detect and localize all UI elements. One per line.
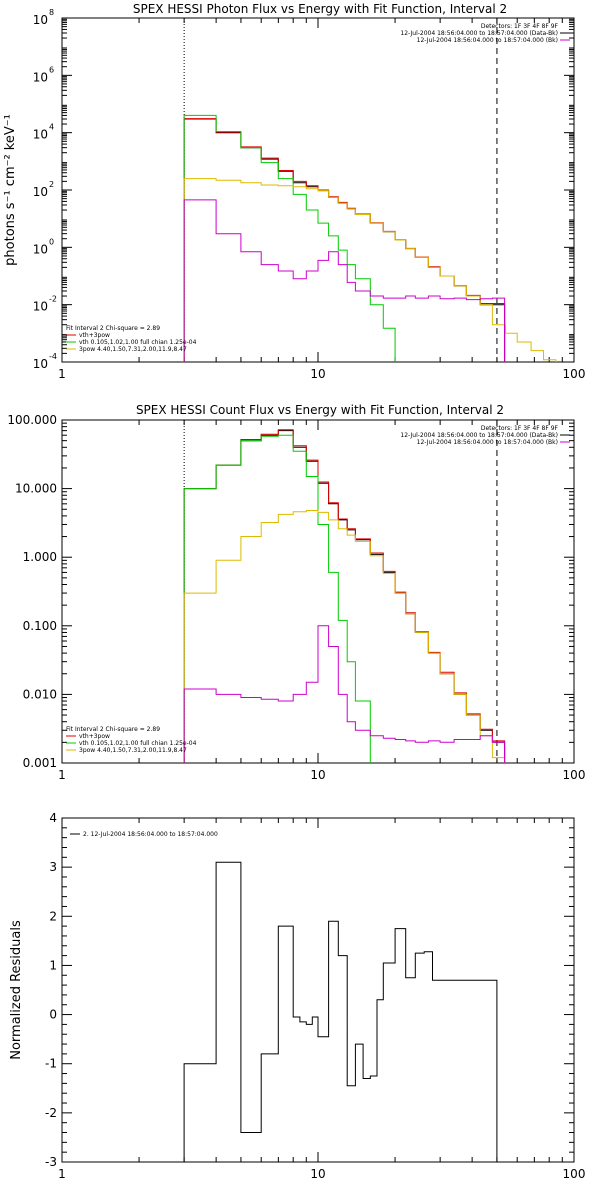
y-tick-exponent: -4: [49, 352, 57, 361]
x-tick-label: 100: [563, 367, 586, 381]
x-tick-label: 100: [563, 1167, 586, 1181]
series-line-2: [183, 114, 408, 362]
legend-entry: Detectors: 1F 3F 4F 8F 9F: [481, 23, 559, 30]
count-flux-panel: SPEX HESSI Count Flux vs Energy with Fit…: [7, 403, 586, 782]
series-line-2: [183, 434, 386, 763]
y-axis-label: Normalized Residuals: [9, 920, 24, 1060]
series-line-0: [183, 118, 506, 362]
y-tick-label: 10: [33, 70, 48, 84]
x-tick-label: 1: [58, 1167, 66, 1181]
legend-entry: 3pow 4.40,1.50,7.31,2.00,11.9,8.47: [79, 346, 187, 353]
y-tick-label: 10: [33, 185, 48, 199]
x-tick-label: 10: [310, 1167, 325, 1181]
legend-entry: 12-Jul-2004 18:56:04.000 to 18:57:04.000…: [417, 439, 558, 446]
y-tick-label: 10: [33, 242, 48, 256]
x-tick-label: 10: [310, 768, 325, 782]
panel-title: SPEX HESSI Photon Flux vs Energy with Fi…: [133, 2, 507, 16]
legend-entry: 3pow 4.40,1.50,7.31,2.00,11.9,8.47: [79, 747, 187, 754]
y-tick-label: 0: [49, 1008, 57, 1022]
y-tick-label: 3: [49, 860, 57, 874]
legend-entry: Fit Interval 2 Chi-square = 2.89: [66, 325, 160, 332]
legend-entry: 12-Jul-2004 18:56:04.000 to 18:57:04.000…: [400, 432, 558, 439]
series-line-4: [183, 199, 506, 362]
series-line-3: [183, 178, 557, 362]
y-tick-exponent: 2: [49, 180, 54, 189]
y-tick-label: 1: [49, 958, 57, 972]
series-line-4: [183, 625, 506, 763]
series-line-1: [183, 429, 506, 763]
legend-entry: vth+3pow: [79, 332, 110, 339]
legend-entry: 12-Jul-2004 18:56:04.000 to 18:57:04.000…: [400, 30, 558, 37]
y-tick-label: 2: [49, 909, 57, 923]
y-tick-label: -1: [45, 1057, 57, 1071]
legend-entry: vth 0.105,1.02,1.00 full chian 1.25e-04: [79, 339, 197, 346]
y-tick-exponent: -2: [49, 295, 57, 304]
x-tick-label: 10: [310, 367, 325, 381]
legend-entry: vth 0.105,1.02,1.00 full chian 1.25e-04: [79, 740, 197, 747]
y-tick-label: 1.000: [23, 550, 57, 564]
legend-entry: Detectors: 1F 3F 4F 8F 9F: [481, 425, 559, 432]
y-tick-label: 10: [33, 300, 48, 314]
series-line-1: [183, 118, 506, 362]
y-tick-label: 10: [33, 13, 48, 27]
series-line-0: [183, 861, 498, 1162]
y-axis-label: photons s⁻¹ cm⁻² keV⁻¹: [3, 114, 18, 266]
series-line-0: [183, 430, 506, 763]
panel-title: SPEX HESSI Count Flux vs Energy with Fit…: [136, 403, 504, 417]
y-tick-exponent: 8: [49, 8, 54, 17]
y-tick-label: 0.010: [23, 687, 57, 701]
y-tick-label: -2: [45, 1106, 57, 1120]
legend-entry: 12-Jul-2004 18:56:04.000 to 18:57:04.000…: [417, 37, 558, 44]
series-line-3: [183, 510, 506, 763]
y-tick-label: 0.100: [23, 619, 57, 633]
legend-entry: 2. 12-Jul-2004 18:56:04.000 to 18:57:04.…: [83, 831, 218, 838]
y-tick-label: 10: [33, 357, 48, 371]
legend-entry: Fit Interval 2 Chi-square = 2.89: [66, 726, 160, 733]
y-tick-exponent: 0: [49, 237, 54, 246]
x-tick-label: 1: [58, 367, 66, 381]
x-tick-label: 1: [58, 768, 66, 782]
y-tick-label: 4: [49, 811, 57, 825]
y-tick-label: 10.000: [15, 482, 57, 496]
residuals-panel: 1 10 100 -3 -2 -1 0 1 2 3 4 2. 12-Jul-2004 18:56:04…: [9, 811, 585, 1181]
y-tick-exponent: 6: [49, 65, 54, 74]
legend-entry: vth+3pow: [79, 733, 110, 740]
y-tick-label: -3: [45, 1155, 57, 1169]
y-tick-exponent: 4: [49, 123, 54, 132]
photon-flux-panel: SPEX HESSI Photon Flux vs Energy with Fi…: [3, 2, 585, 381]
y-tick-label: 100.000: [7, 413, 57, 427]
y-tick-label: 10: [33, 128, 48, 142]
x-tick-label: 100: [563, 768, 586, 782]
y-tick-label: 0.001: [23, 756, 57, 770]
